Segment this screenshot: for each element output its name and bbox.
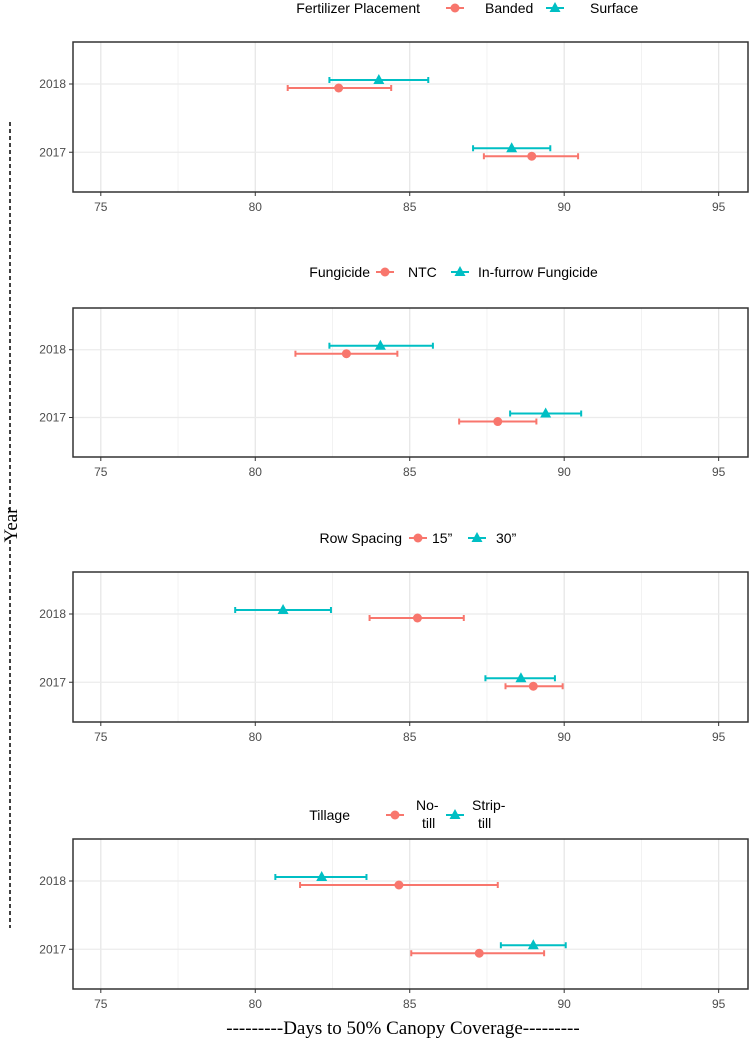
x-tick-label: 75 [94,465,108,479]
x-tick-label: 80 [249,200,263,214]
x-tick-label: 80 [249,465,263,479]
legend-label: Banded [485,0,533,16]
panel-3: 2018 2017 75 80 85 90 95 Row Spacing 15” 30” [39,530,749,744]
x-tick-label: 75 [94,730,108,744]
legend-label: Surface [590,0,638,16]
plot-border [72,307,749,458]
data-point-triangle [374,339,386,350]
legend-title: Fertilizer Placement [296,0,420,16]
data-point-triangle [506,142,518,153]
x-tick-label: 80 [249,730,263,744]
legend-label: Strip- [472,797,506,813]
legend-label: till [422,815,435,831]
legend-label: 30” [496,530,517,546]
x-tick-label: 95 [712,465,726,479]
x-tick-label: 85 [403,200,417,214]
data-point-triangle [316,871,328,881]
x-tick-label: 90 [558,730,572,744]
y-axis-title: Year [1,507,22,543]
data-point-circle [412,613,422,623]
y-tick-label: 2017 [39,411,66,425]
plot-border [72,571,749,723]
x-tick-label: 95 [712,200,726,214]
data-point-circle [493,417,503,427]
legend-key-circle [409,533,427,543]
data-point-triangle [540,407,552,418]
data-point-circle [528,681,538,691]
x-tick-label: 90 [558,465,572,479]
y-tick-label: 2017 [39,145,66,159]
legend-label: NTC [408,264,437,280]
x-tick-label: 75 [94,200,108,214]
x-tick-label: 85 [403,730,417,744]
y-tick-label: 2018 [39,874,66,888]
panel-1: 2018 2017 75 80 85 90 95 Fertilizer Placement Ba… [39,0,749,214]
x-tick-label: 95 [712,730,726,744]
y-tick-label: 2018 [39,77,66,91]
panel-2: 2018 2017 75 80 85 90 95 Fungicide NTC In-furrow … [39,264,749,479]
data-point-triangle [527,939,539,950]
legend-label: till [478,815,491,831]
legend-key-circle [446,3,464,13]
y-tick-label: 2018 [39,343,66,357]
x-tick-label: 80 [249,997,263,1011]
legend-title: Tillage [309,807,350,823]
legend-key-triangle [468,532,486,542]
data-point-triangle [373,74,385,84]
data-point-circle [341,349,351,359]
x-tick-label: 85 [403,997,417,1011]
x-tick-label: 95 [712,997,726,1011]
legend-key-circle [376,267,394,277]
legend-key-triangle [446,809,464,819]
x-tick-label: 90 [558,997,572,1011]
data-point-circle [394,880,404,890]
plot-border [72,41,749,193]
data-point-circle [527,151,537,161]
legend-key-triangle [546,2,564,12]
x-tick-label: 75 [94,997,108,1011]
legend-label: In-furrow Fungicide [478,264,598,280]
data-point-circle [474,948,484,958]
data-point-triangle [515,672,527,683]
plot-border [72,838,749,990]
x-axis-title: ---------Days to 50% Canopy Coverage----… [226,1018,579,1039]
legend-label: No- [416,797,439,813]
x-tick-label: 90 [558,200,572,214]
y-tick-label: 2018 [39,607,66,621]
legend-key-circle [386,810,404,820]
x-tick-label: 85 [403,465,417,479]
legend-label: 15” [432,530,453,546]
panel-4: 2018 2017 75 80 85 90 95 Tillage No-till Strip-ti… [39,797,749,1011]
legend-title: Fungicide [309,264,370,280]
legend-key-triangle [451,266,469,276]
data-point-triangle [277,604,289,614]
data-point-circle [334,83,344,93]
y-tick-label: 2017 [39,675,66,689]
legend-title: Row Spacing [320,530,403,546]
y-tick-label: 2017 [39,942,66,956]
